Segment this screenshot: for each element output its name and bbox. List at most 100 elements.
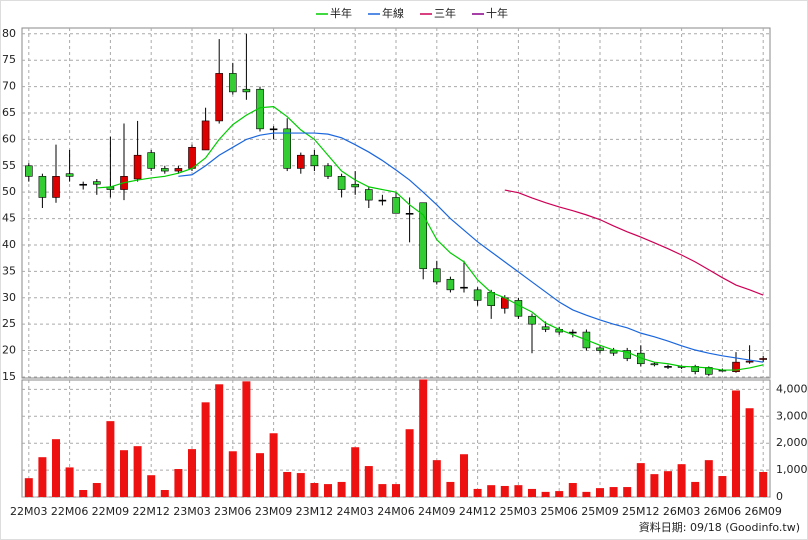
volume-bar xyxy=(52,439,60,497)
candle-body xyxy=(460,286,468,289)
volume-bar xyxy=(528,488,536,497)
volume-bar xyxy=(65,467,74,497)
x-tick-label: 26M06 xyxy=(704,505,742,518)
legend-label: 半年 xyxy=(330,6,352,20)
x-tick-label: 23M12 xyxy=(296,505,334,518)
candle-body xyxy=(745,360,754,363)
candle-body xyxy=(650,363,659,366)
candle-body xyxy=(378,199,387,202)
x-tick-label: 22M03 xyxy=(10,505,48,518)
volume-bar xyxy=(201,402,210,497)
candle-body xyxy=(215,73,223,122)
volume-bar xyxy=(745,408,754,497)
candle-body xyxy=(93,181,101,185)
x-tick-label: 26M09 xyxy=(744,505,782,518)
x-tick-label: 25M12 xyxy=(622,505,660,518)
volume-bar xyxy=(718,476,727,497)
volume-bar xyxy=(364,466,373,497)
y2-tick-label: 4,000 xyxy=(776,382,808,395)
volume-bar xyxy=(392,484,400,497)
candle-body xyxy=(174,168,183,172)
x-tick-label: 22M12 xyxy=(132,505,170,518)
volume-bar xyxy=(500,485,509,497)
volume-bar xyxy=(242,381,251,497)
volume-bar xyxy=(541,491,550,497)
volume-bar xyxy=(596,488,604,497)
legend-label: 十年 xyxy=(486,6,508,20)
volume-bar xyxy=(38,457,47,497)
volume-bar xyxy=(419,379,428,497)
candle-body xyxy=(432,268,441,283)
x-tick-label: 25M09 xyxy=(581,505,619,518)
x-tick-label: 23M06 xyxy=(214,505,252,518)
ma-line xyxy=(178,132,764,363)
candle-body xyxy=(623,350,632,359)
volume-bar xyxy=(759,471,768,497)
x-tick-label: 24M09 xyxy=(418,505,456,518)
volume-bar xyxy=(664,471,672,497)
volume-bar xyxy=(228,451,237,497)
candle-body xyxy=(38,176,47,198)
volume-bar xyxy=(555,491,564,497)
candle-body xyxy=(487,292,496,306)
y-tick-label: 80 xyxy=(2,27,16,40)
candle-body xyxy=(759,358,768,360)
volume-bar xyxy=(79,490,88,497)
candle-body xyxy=(161,168,169,172)
candle-body xyxy=(147,152,155,169)
candle-body xyxy=(473,289,482,301)
ma-line xyxy=(96,106,764,371)
volume-bar xyxy=(691,481,700,497)
volume-bar xyxy=(92,483,101,497)
volume-bar xyxy=(677,464,686,497)
legend-label: 年線 xyxy=(382,6,404,20)
y-tick-label: 50 xyxy=(2,185,16,198)
volume-bar xyxy=(133,446,142,497)
y2-tick-label: 0 xyxy=(776,490,783,503)
candle-body xyxy=(514,300,523,317)
data-date-note: 資料日期: 09/18 (Goodinfo.tw) xyxy=(639,520,800,534)
y2-tick-label: 1,000 xyxy=(776,463,808,476)
candle-body xyxy=(596,347,604,351)
x-tick-label: 26M03 xyxy=(663,505,701,518)
volume-bar xyxy=(351,447,360,497)
candle-body xyxy=(324,165,332,177)
volume-bar xyxy=(296,473,305,497)
volume-bar xyxy=(256,453,264,497)
x-tick-label: 24M03 xyxy=(336,505,374,518)
y2-tick-label: 2,000 xyxy=(776,436,808,449)
candle-body xyxy=(528,315,536,325)
volume-bar xyxy=(636,463,645,497)
y-tick-label: 30 xyxy=(2,291,16,304)
y-tick-label: 65 xyxy=(2,106,16,119)
candle-body xyxy=(664,366,672,368)
y-tick-label: 25 xyxy=(2,317,16,330)
volume-bar xyxy=(147,475,156,497)
candle-body xyxy=(337,176,346,190)
x-tick-label: 25M03 xyxy=(500,505,538,518)
candle-body xyxy=(568,331,577,334)
y-tick-label: 45 xyxy=(2,212,16,225)
x-tick-label: 24M12 xyxy=(459,505,497,518)
volume-bar xyxy=(310,483,319,497)
candle-body xyxy=(351,183,360,188)
volume-bar xyxy=(514,485,523,497)
volume-bar xyxy=(324,484,332,497)
volume-bar xyxy=(650,474,659,497)
candle-body xyxy=(269,128,278,131)
candle-body xyxy=(201,120,210,151)
volume-bar xyxy=(582,491,591,497)
volume-bar xyxy=(487,485,496,497)
volume-bar xyxy=(732,390,740,497)
volume-bar xyxy=(160,490,169,497)
x-tick-label: 22M09 xyxy=(92,505,130,518)
candle-body xyxy=(52,176,60,198)
volume-bar xyxy=(704,460,713,497)
candle-body xyxy=(405,212,414,215)
y-tick-label: 70 xyxy=(2,80,16,93)
volume-bar xyxy=(269,433,278,497)
y-tick-label: 60 xyxy=(2,132,16,145)
candle-body xyxy=(392,197,400,214)
legend: 半年 年線 三年 十年 xyxy=(316,6,508,20)
